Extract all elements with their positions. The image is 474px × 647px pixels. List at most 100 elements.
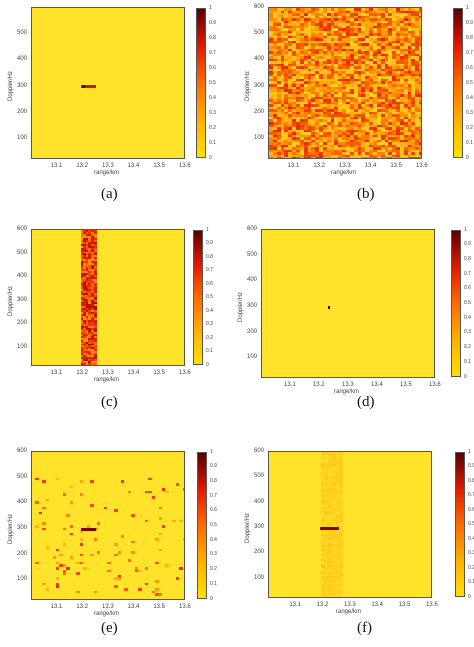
noise-cell <box>403 127 409 131</box>
strip-cell <box>320 454 325 457</box>
strip-cell <box>91 251 94 254</box>
noise-cell <box>380 127 385 131</box>
noise-cell <box>342 18 347 22</box>
noise-cell <box>357 38 362 42</box>
noise-cell <box>284 94 289 98</box>
noise-cell <box>311 152 316 156</box>
strip-cell <box>320 536 325 539</box>
noise-cell <box>353 35 359 39</box>
noise-cell <box>349 25 355 29</box>
noise-cell <box>361 10 366 14</box>
strip-cell <box>320 523 325 526</box>
noise-cell <box>322 142 328 146</box>
noise-cell <box>292 124 297 128</box>
strip-cell <box>80 323 84 327</box>
noise-cell <box>357 20 362 24</box>
noise-cell <box>322 154 328 158</box>
noise-cell <box>411 78 416 82</box>
noise-cell <box>326 30 332 34</box>
noise-cell <box>415 147 420 151</box>
noise-cell <box>388 119 393 123</box>
noise-cell <box>269 114 274 118</box>
noise-cell <box>415 30 420 34</box>
noise-cell <box>346 101 351 105</box>
noise-cell <box>346 20 351 24</box>
strip-cell <box>331 557 336 560</box>
noise-cell <box>353 56 359 60</box>
noise-cell <box>369 73 374 77</box>
noise-cell <box>326 106 332 110</box>
strip-cell <box>335 473 340 476</box>
noise-cell <box>326 134 332 138</box>
strip-cell <box>339 525 344 528</box>
strip-cell <box>80 255 84 258</box>
strip-cell <box>331 536 336 539</box>
strip-cell <box>85 282 89 286</box>
noise-cell <box>349 18 355 22</box>
noise-cell <box>272 58 278 62</box>
strip-cell <box>93 302 97 305</box>
noise-cell <box>315 89 320 93</box>
noise-cell <box>346 53 351 57</box>
noise-cell <box>376 91 382 95</box>
strip-cell <box>320 468 325 472</box>
strip-cell <box>335 483 340 486</box>
clutter-cell <box>117 574 121 578</box>
noise-cell <box>295 61 301 65</box>
strip-cell <box>324 491 329 495</box>
noise-cell <box>369 144 374 148</box>
noise-cell <box>369 13 374 17</box>
noise-cell <box>292 84 297 88</box>
noise-cell <box>311 23 316 27</box>
noise-cell <box>372 106 378 110</box>
noise-cell <box>295 18 301 22</box>
noise-cell <box>288 91 293 95</box>
noise-cell <box>292 147 297 151</box>
noise-cell <box>272 61 278 65</box>
strip-cell <box>331 529 336 533</box>
strip-cell <box>328 491 333 495</box>
noise-cell <box>349 142 355 146</box>
colorbar-tick-label: 0.1 <box>209 139 216 146</box>
noise-cell <box>361 51 366 55</box>
noise-cell <box>396 127 401 131</box>
strip-cell <box>85 273 89 276</box>
noise-cell <box>334 10 339 14</box>
strip-cell <box>80 357 84 360</box>
noise-cell <box>346 61 351 65</box>
noise-cell <box>380 33 385 37</box>
strip-cell <box>91 261 94 264</box>
noise-cell <box>392 23 397 27</box>
strip-cell <box>85 296 89 299</box>
noise-cell <box>349 15 355 19</box>
strip-cell <box>324 470 329 474</box>
noise-cell <box>365 101 370 105</box>
clutter-cell <box>155 580 159 583</box>
strip-cell <box>331 578 336 581</box>
noise-cell <box>330 71 335 75</box>
noise-cell <box>346 46 351 50</box>
clutter-cell <box>62 527 67 531</box>
clutter-cell <box>35 501 39 504</box>
strip-cell <box>320 590 325 594</box>
strip-cell <box>80 302 84 305</box>
noise-cell <box>411 152 416 156</box>
noise-cell <box>299 96 305 100</box>
noise-cell <box>288 101 293 105</box>
noise-cell <box>292 71 297 75</box>
noise-cell <box>276 46 282 50</box>
strip-cell <box>83 310 87 313</box>
noise-cell <box>353 66 359 70</box>
noise-cell <box>399 109 405 113</box>
noise-cell <box>280 58 285 62</box>
noise-cell <box>295 91 301 95</box>
strip-cell <box>324 487 329 491</box>
noise-cell <box>330 28 335 32</box>
colorbar-tick-label: 0.7 <box>466 49 473 56</box>
strip-cell <box>93 253 97 256</box>
noise-cell <box>342 30 347 34</box>
noise-cell <box>380 147 385 151</box>
noise-cell <box>322 101 328 105</box>
strip-cell <box>339 452 344 455</box>
noise-cell <box>311 116 316 120</box>
